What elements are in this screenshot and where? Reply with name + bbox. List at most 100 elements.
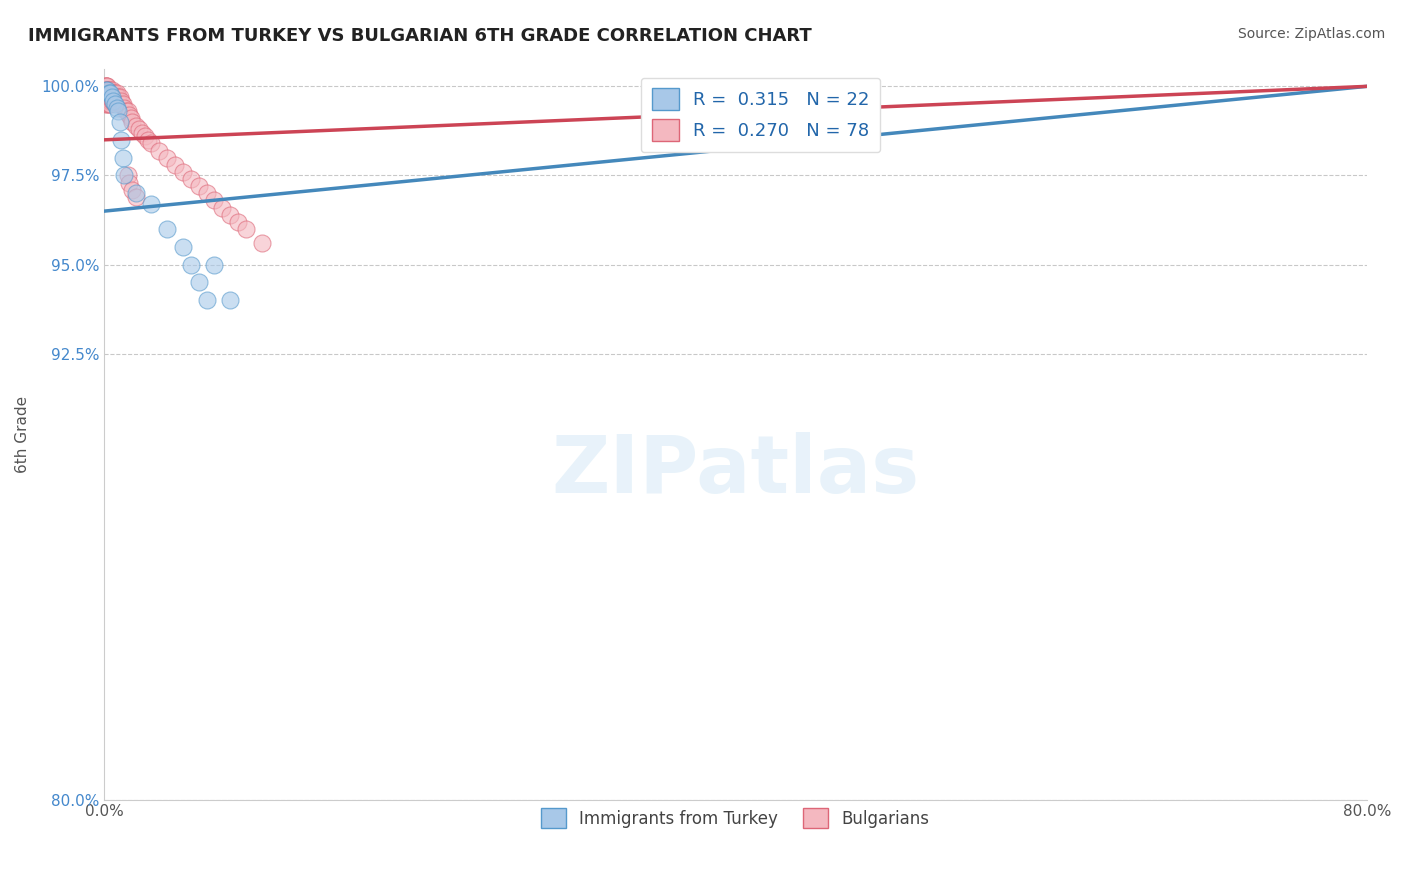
- Point: [96, 90, 118, 104]
- Point: [103, 87, 125, 101]
- Point: [94, 94, 117, 108]
- Point: [98, 87, 121, 101]
- Point: [124, 119, 146, 133]
- Point: [96, 83, 118, 97]
- Point: [187, 179, 209, 194]
- Point: [128, 122, 150, 136]
- Point: [219, 293, 242, 308]
- Point: [180, 172, 202, 186]
- Point: [107, 104, 129, 119]
- Point: [124, 190, 146, 204]
- Point: [105, 90, 128, 104]
- Point: [107, 90, 129, 104]
- Text: Source: ZipAtlas.com: Source: ZipAtlas.com: [1237, 27, 1385, 41]
- Point: [96, 90, 118, 104]
- Point: [148, 144, 170, 158]
- Point: [110, 133, 132, 147]
- Point: [94, 90, 117, 104]
- Point: [118, 108, 141, 122]
- Point: [118, 176, 141, 190]
- Point: [94, 83, 117, 97]
- Point: [114, 169, 136, 183]
- Point: [98, 97, 121, 112]
- Point: [96, 79, 118, 94]
- Point: [96, 87, 118, 101]
- Point: [204, 258, 226, 272]
- Point: [111, 151, 134, 165]
- Point: [156, 151, 179, 165]
- Point: [117, 169, 139, 183]
- Point: [101, 83, 124, 97]
- Point: [187, 276, 209, 290]
- Point: [104, 97, 127, 112]
- Point: [96, 83, 118, 97]
- Point: [195, 293, 218, 308]
- Point: [108, 115, 131, 129]
- Point: [94, 87, 117, 101]
- Point: [110, 94, 132, 108]
- Point: [94, 79, 117, 94]
- Point: [94, 79, 117, 94]
- Point: [195, 186, 218, 201]
- Point: [94, 79, 117, 94]
- Point: [121, 183, 143, 197]
- Point: [107, 94, 129, 108]
- Point: [226, 215, 249, 229]
- Point: [172, 165, 194, 179]
- Point: [97, 83, 120, 97]
- Point: [156, 222, 179, 236]
- Point: [134, 129, 156, 144]
- Legend: Immigrants from Turkey, Bulgarians: Immigrants from Turkey, Bulgarians: [534, 801, 936, 835]
- Point: [250, 236, 273, 251]
- Point: [97, 97, 120, 112]
- Point: [141, 136, 163, 151]
- Point: [115, 104, 138, 119]
- Point: [94, 90, 117, 104]
- Point: [114, 101, 136, 115]
- Point: [98, 83, 121, 97]
- Point: [204, 194, 226, 208]
- Point: [108, 97, 131, 112]
- Point: [96, 97, 118, 112]
- Point: [94, 87, 117, 101]
- Point: [219, 208, 242, 222]
- Point: [120, 112, 142, 126]
- Point: [94, 83, 117, 97]
- Point: [97, 87, 120, 101]
- Point: [103, 94, 125, 108]
- Point: [101, 94, 124, 108]
- Point: [97, 87, 120, 101]
- Point: [124, 186, 146, 201]
- Point: [94, 97, 117, 112]
- Point: [98, 94, 121, 108]
- Point: [104, 90, 127, 104]
- Point: [103, 94, 125, 108]
- Point: [105, 101, 128, 115]
- Point: [111, 97, 134, 112]
- Point: [180, 258, 202, 272]
- Point: [108, 90, 131, 104]
- Point: [136, 133, 159, 147]
- Y-axis label: 6th Grade: 6th Grade: [15, 395, 30, 473]
- Point: [98, 87, 121, 101]
- Point: [97, 87, 120, 101]
- Point: [101, 90, 124, 104]
- Point: [101, 90, 124, 104]
- Point: [104, 87, 127, 101]
- Point: [105, 87, 128, 101]
- Point: [97, 90, 120, 104]
- Point: [172, 240, 194, 254]
- Point: [117, 104, 139, 119]
- Point: [211, 201, 233, 215]
- Text: ZIPatlas: ZIPatlas: [551, 432, 920, 509]
- Point: [94, 83, 117, 97]
- Point: [97, 94, 120, 108]
- Point: [131, 126, 153, 140]
- Point: [98, 90, 121, 104]
- Point: [163, 158, 186, 172]
- Point: [96, 94, 118, 108]
- Point: [141, 197, 163, 211]
- Point: [121, 115, 143, 129]
- Point: [101, 87, 124, 101]
- Point: [235, 222, 257, 236]
